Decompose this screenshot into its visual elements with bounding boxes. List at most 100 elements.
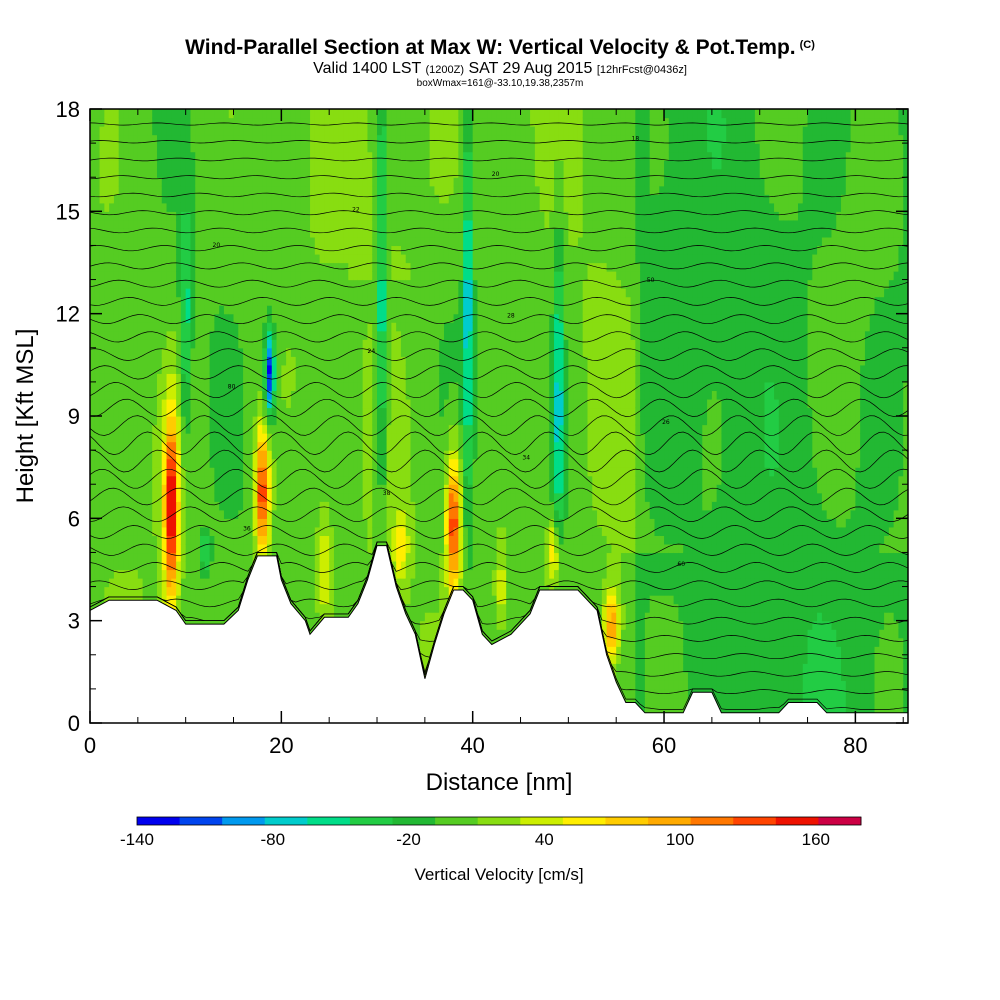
heatmap-cell [453, 185, 459, 195]
heatmap-cell [223, 288, 230, 298]
heatmap-cell [377, 450, 383, 460]
heatmap-cell [405, 390, 412, 400]
heatmap-cell [372, 390, 378, 400]
heatmap-cell [142, 586, 148, 596]
heatmap-cell [357, 509, 364, 519]
heatmap-cell [204, 253, 211, 264]
heatmap-cell [166, 578, 172, 588]
heatmap-cell [228, 441, 235, 451]
heatmap-cell [453, 177, 459, 187]
heatmap-cell [310, 484, 316, 494]
heatmap-cell [266, 330, 273, 340]
heatmap-cell [463, 450, 469, 460]
heatmap-cell [443, 236, 450, 247]
heatmap-cell [377, 381, 383, 392]
heatmap-cell [128, 143, 134, 153]
heatmap-cell [90, 194, 96, 204]
heatmap-cell [156, 330, 163, 340]
heatmap-cell [319, 535, 325, 545]
heatmap-cell [219, 151, 225, 161]
heatmap-cell [410, 194, 416, 204]
heatmap-cell [190, 109, 196, 119]
heatmap-cell [405, 441, 412, 451]
heatmap-cell [185, 271, 192, 281]
heatmap-cell [190, 407, 196, 417]
heatmap-cell [109, 117, 115, 127]
heatmap-cell [391, 535, 397, 545]
heatmap-cell [214, 117, 220, 127]
heatmap-cell [176, 143, 182, 153]
heatmap-cell [238, 492, 244, 502]
heatmap-cell [99, 569, 105, 579]
heatmap-cell [310, 364, 316, 374]
heatmap-cell [463, 109, 469, 119]
heatmap-cell [415, 151, 421, 161]
heatmap-cell [214, 177, 220, 187]
heatmap-cell [286, 126, 292, 136]
heatmap-cell [329, 296, 335, 306]
heatmap-cell [228, 185, 235, 195]
heatmap-cell [290, 441, 297, 451]
heatmap-cell [271, 526, 278, 536]
heatmap-cell [281, 339, 287, 349]
heatmap-cell [109, 390, 115, 400]
heatmap-cell [147, 458, 153, 468]
heatmap-cell [381, 305, 388, 315]
heatmap-cell [295, 441, 302, 451]
heatmap-cell [266, 356, 273, 366]
heatmap-cell [161, 339, 168, 349]
heatmap-cell [405, 416, 412, 426]
heatmap-cell [396, 475, 402, 485]
heatmap-cell [281, 450, 287, 460]
heatmap-cell [295, 484, 302, 494]
heatmap-cell [185, 518, 192, 528]
heatmap-cell [104, 219, 110, 229]
heatmap-cell [467, 543, 474, 554]
heatmap-cell [343, 612, 349, 622]
heatmap-cell [214, 535, 220, 545]
heatmap-cell [434, 509, 440, 519]
heatmap-cell [104, 509, 110, 519]
heatmap-cell [362, 279, 369, 289]
heatmap-cell [314, 236, 321, 247]
heatmap-cell [463, 194, 469, 204]
heatmap-cell [142, 509, 148, 519]
heatmap-cell [200, 271, 206, 281]
heatmap-cell [176, 177, 182, 187]
heatmap-cell [467, 535, 474, 545]
heatmap-cell [281, 535, 287, 545]
heatmap-cell [247, 236, 254, 247]
heatmap-cell [458, 552, 464, 562]
heatmap-cell [185, 373, 192, 383]
heatmap-cell [329, 526, 335, 536]
heatmap-cell [367, 151, 373, 161]
heatmap-cell [367, 467, 373, 477]
heatmap-cell [271, 407, 278, 417]
heatmap-cell [223, 433, 230, 443]
heatmap-cell [467, 441, 474, 451]
heatmap-cell [372, 526, 378, 536]
heatmap-cell [180, 586, 187, 596]
heatmap-cell [219, 126, 225, 136]
heatmap-cell [295, 117, 302, 127]
heatmap-cell [319, 347, 325, 357]
heatmap-cell [128, 450, 134, 460]
heatmap-cell [123, 458, 129, 468]
heatmap-cell [377, 433, 383, 443]
heatmap-cell [348, 236, 354, 247]
heatmap-cell [271, 160, 278, 170]
heatmap-cell [377, 117, 383, 127]
heatmap-cell [467, 177, 474, 187]
heatmap-cell [467, 211, 474, 221]
heatmap-cell [448, 185, 455, 195]
heatmap-cell [467, 339, 474, 349]
heatmap-cell [247, 194, 254, 204]
heatmap-cell [94, 151, 101, 161]
heatmap-cell [391, 134, 397, 144]
heatmap-cell [391, 509, 397, 519]
heatmap-cell [348, 109, 354, 119]
heatmap-cell [410, 390, 416, 400]
heatmap-cell [487, 356, 493, 366]
heatmap-cell [458, 484, 464, 494]
heatmap-cell [482, 381, 488, 392]
